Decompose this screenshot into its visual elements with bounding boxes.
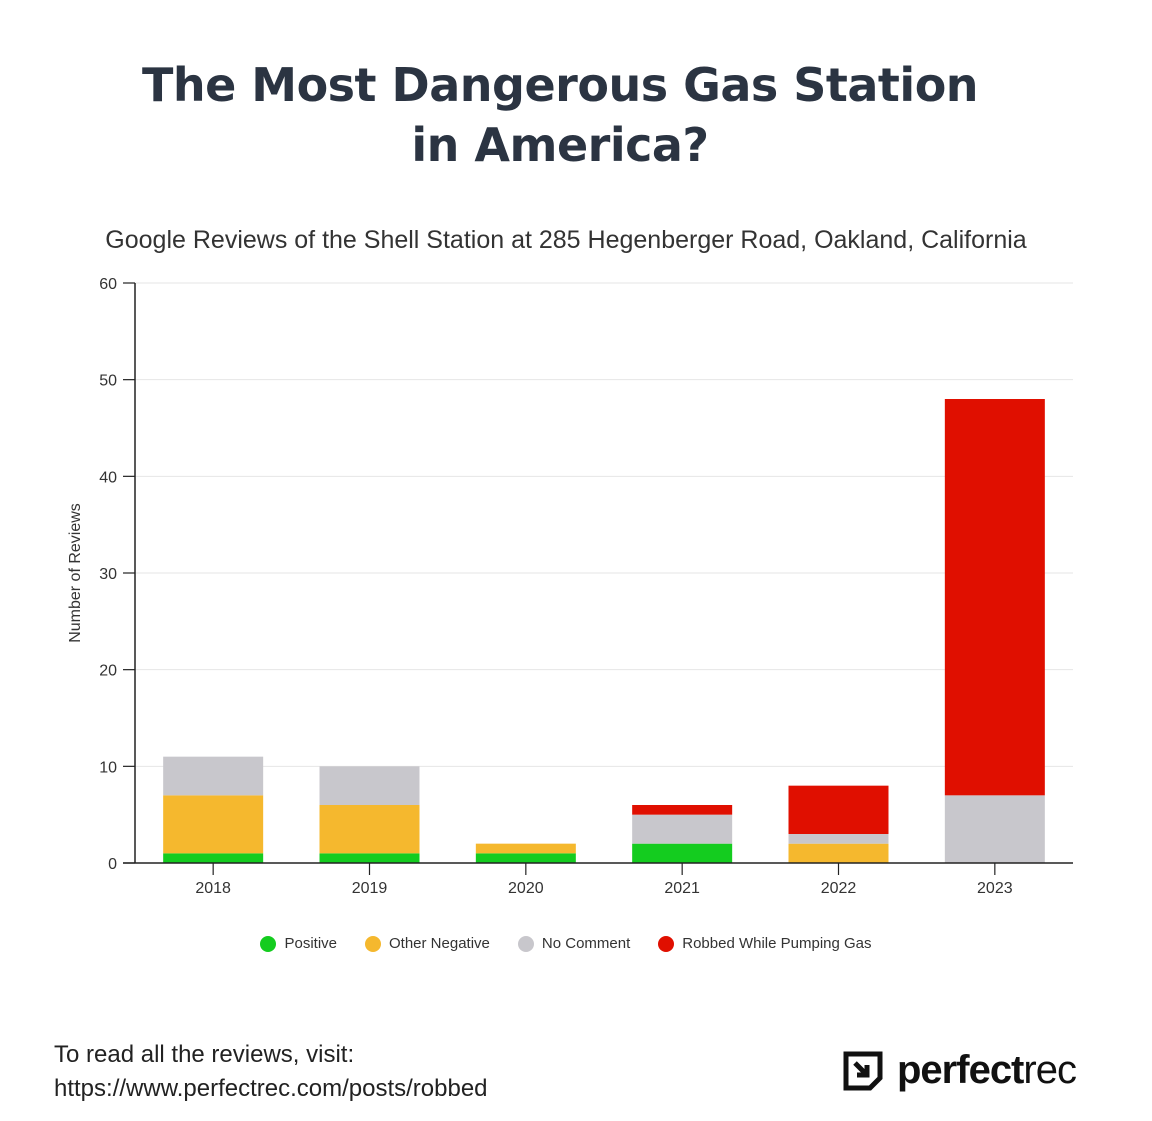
legend-swatch: [517, 935, 534, 952]
legend-label: Robbed While Pumping Gas: [682, 935, 872, 952]
x-tick-label: 2023: [977, 880, 1013, 897]
y-tick-label: 50: [99, 373, 117, 390]
y-tick-label: 10: [99, 759, 117, 776]
legend-item[interactable]: Positive: [260, 935, 337, 952]
legend-label: Other Negative: [389, 935, 490, 952]
bar-segment: [475, 853, 576, 863]
y-axis-label: Number of Reviews: [67, 503, 84, 643]
bar-segment: [788, 785, 889, 834]
x-tick-label: 2020: [508, 880, 544, 897]
bar-segment: [163, 853, 264, 863]
bar-segment: [319, 805, 420, 854]
legend: Positive Other Negative No Comment Robbed W…: [0, 935, 1132, 952]
bar-segment: [788, 843, 889, 863]
x-tick-label: 2021: [664, 880, 700, 897]
title-line-2: in America?: [411, 118, 709, 172]
bar-segment: [632, 843, 733, 863]
y-tick-label: 60: [99, 276, 117, 293]
legend-swatch: [658, 935, 675, 952]
bar-segment: [944, 399, 1045, 796]
footer-url[interactable]: https://www.perfectrec.com/posts/robbed: [54, 1075, 488, 1102]
bar-segment: [632, 805, 733, 815]
x-tick-label: 2019: [352, 880, 388, 897]
y-tick-label: 0: [108, 856, 117, 873]
logo-icon: [843, 1051, 883, 1090]
legend-item[interactable]: No Comment: [517, 935, 631, 952]
x-tick-label: 2022: [821, 880, 857, 897]
bar-segment: [319, 853, 420, 863]
page-title: The Most Dangerous Gas Station in Americ…: [0, 55, 1120, 175]
chart-subtitle: Google Reviews of the Shell Station at 2…: [105, 226, 1027, 254]
y-tick-label: 40: [99, 469, 117, 486]
y-tick-label: 20: [99, 663, 117, 680]
bar-segment: [632, 814, 733, 844]
bar-segment: [163, 795, 264, 854]
y-tick-label: 30: [99, 566, 117, 583]
footer-line-1: To read all the reviews, visit:: [54, 1041, 355, 1068]
legend-label: Positive: [284, 935, 337, 952]
legend-item[interactable]: Other Negative: [365, 935, 490, 952]
footer: To read all the reviews, visit: https://…: [54, 1038, 488, 1106]
x-tick-label: 2018: [195, 880, 231, 897]
bar-segment: [163, 756, 264, 796]
legend-swatch: [365, 935, 381, 952]
bar-segment: [475, 843, 576, 854]
bar-segment: [788, 834, 889, 844]
legend-item[interactable]: Robbed While Pumping Gas: [658, 935, 872, 952]
legend-label: No Comment: [541, 935, 631, 952]
bar-segment: [319, 766, 420, 805]
bar-segment: [944, 795, 1045, 863]
title-line-1: The Most Dangerous Gas Station: [141, 58, 979, 112]
logo-text: perfectrec: [897, 1048, 1077, 1092]
perfectrec-logo: perfectrec: [843, 1048, 1077, 1093]
legend-swatch: [260, 935, 277, 952]
